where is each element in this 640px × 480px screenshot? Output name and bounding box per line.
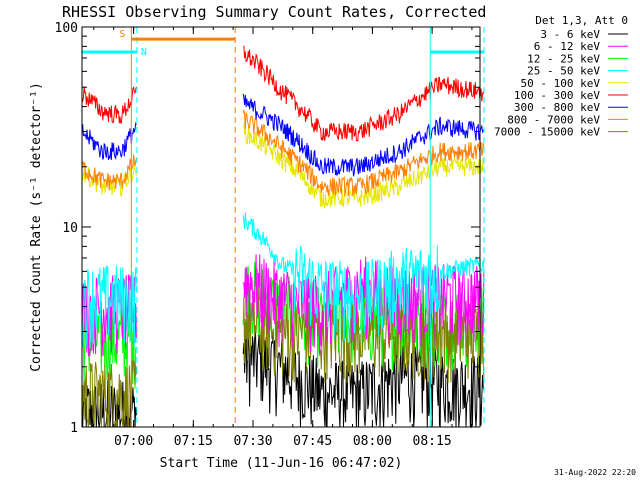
series-line: [242, 254, 485, 356]
series-line: [242, 93, 485, 177]
footer-date: 31-Aug-2022 22:20: [554, 468, 636, 477]
axis-layer: 07:00 07:15 07:30 07:45 08:00 08:15 1 10 100: [55, 21, 480, 449]
legend-label: 50 - 100 keV: [521, 77, 601, 90]
legend-label: 6 - 12 keV: [534, 40, 601, 53]
series-line: [81, 86, 137, 124]
legend-label: 25 - 50 keV: [527, 65, 600, 78]
series-line: [81, 306, 137, 389]
y-axis-label: Corrected Count Rate (s⁻¹ detector⁻¹): [29, 82, 44, 372]
series-line: [81, 265, 137, 349]
legend-label: 300 - 800 keV: [514, 101, 600, 114]
x-tick-label: 07:45: [293, 434, 332, 449]
x-tick-label: 07:15: [174, 434, 213, 449]
legend-label: 100 - 300 keV: [514, 89, 600, 102]
series-300-800-kev: [81, 93, 485, 177]
series-800-7000-kev: [81, 109, 485, 197]
series-25-50-kev: [81, 212, 485, 349]
y-tick-label: 1: [70, 421, 78, 436]
y-tick-label: 100: [55, 21, 78, 36]
series-layer: [81, 45, 485, 429]
series-line: [242, 109, 485, 197]
series-line: [243, 45, 485, 142]
x-tick-label: 08:00: [353, 434, 392, 449]
x-tick-label: 07:00: [114, 434, 153, 449]
flag-label: S: [119, 29, 125, 40]
series-line: [81, 121, 137, 161]
x-tick-label: 07:30: [233, 434, 272, 449]
series-line: [242, 212, 485, 343]
plot-frame: [81, 26, 481, 428]
y-tick-label: 10: [62, 221, 78, 236]
x-tick-label: 08:15: [413, 434, 452, 449]
x-axis-label: Start Time (11-Jun-16 06:47:02): [160, 456, 403, 471]
series-100-300-kev: [81, 45, 485, 142]
legend-label: 800 - 7000 keV: [507, 113, 600, 126]
series-line: [242, 325, 485, 429]
series-line: [242, 123, 485, 210]
legend-label: 7000 - 15000 keV: [494, 126, 600, 139]
series-line: [81, 154, 137, 191]
flag-label: N: [141, 47, 147, 58]
legend-header: Det 1,3, Att 0: [535, 14, 628, 27]
legend-label: 3 - 6 keV: [540, 28, 600, 41]
series-50-100-kev: [81, 123, 485, 210]
marker-layer: SN: [82, 27, 485, 427]
chart-title: RHESSI Observing Summary Count Rates, Co…: [62, 3, 486, 21]
legend-label: 12 - 25 keV: [527, 52, 600, 65]
